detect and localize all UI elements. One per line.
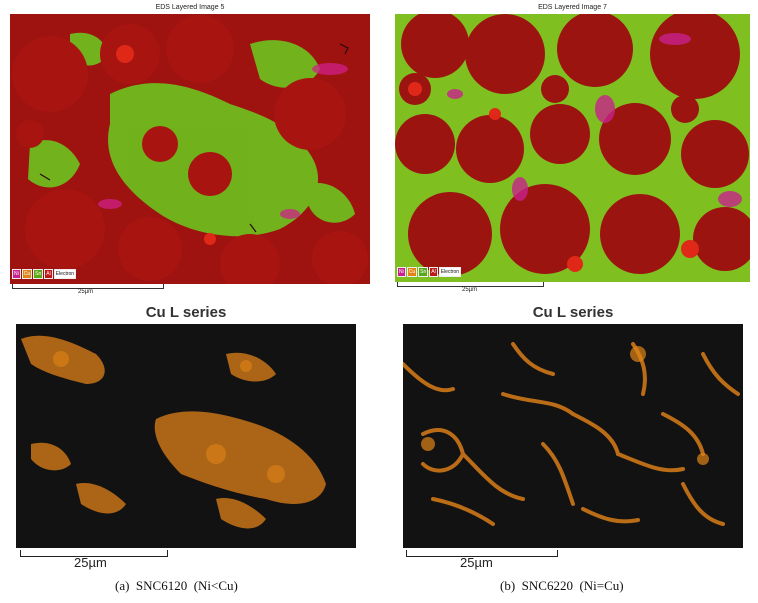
map-scalebar-b bbox=[406, 550, 558, 557]
caption-a: (a) SNC6120 (Ni<Cu) bbox=[115, 578, 238, 593]
legend-al-a: Al bbox=[44, 269, 53, 279]
legend-electron-b: Electron bbox=[438, 267, 462, 277]
legend-electron-a: Electron bbox=[53, 269, 77, 279]
eds-legend-a: Ni Cu Sn Al Electron bbox=[12, 269, 77, 279]
eds-layered-image-a: Ni Cu Sn Al Electron bbox=[10, 14, 370, 284]
eds-scale-label-a: 25µm bbox=[78, 289, 94, 295]
legend-ni-b: Ni bbox=[397, 267, 406, 277]
eds-legend-b: Ni Cu Sn Al Electron bbox=[397, 267, 462, 277]
cu-map-a-svg bbox=[16, 324, 356, 548]
legend-cu-b: Cu bbox=[406, 267, 418, 277]
eds-scalebar-b bbox=[397, 282, 544, 287]
eds-title-b: EDS Layered Image 7 bbox=[538, 4, 607, 11]
map-scale-label-b: 25µm bbox=[460, 555, 493, 570]
legend-sn-a: Sn bbox=[33, 269, 44, 279]
caption-b: (b) SNC6220 (Ni=Cu) bbox=[500, 578, 624, 593]
legend-sn-b: Sn bbox=[418, 267, 429, 277]
map-scalebar-a bbox=[20, 550, 168, 557]
eds-scalebar-a bbox=[12, 284, 164, 289]
eds-image-a-svg bbox=[10, 14, 370, 284]
legend-cu-a: Cu bbox=[21, 269, 33, 279]
map-scale-label-a: 25µm bbox=[74, 555, 107, 570]
eds-scale-label-b: 25µm bbox=[462, 287, 478, 293]
map-title-a: Cu L series bbox=[145, 304, 227, 321]
eds-image-b-svg bbox=[395, 14, 750, 282]
cu-map-a bbox=[16, 324, 356, 548]
legend-al-b: Al bbox=[429, 267, 438, 277]
eds-layered-image-b: Ni Cu Sn Al Electron bbox=[395, 14, 750, 282]
eds-title-a: EDS Layered Image 5 bbox=[155, 4, 225, 11]
cu-map-b bbox=[403, 324, 743, 548]
legend-ni-a: Ni bbox=[12, 269, 21, 279]
cu-map-b-svg bbox=[403, 324, 743, 548]
map-title-b: Cu L series bbox=[532, 304, 614, 321]
